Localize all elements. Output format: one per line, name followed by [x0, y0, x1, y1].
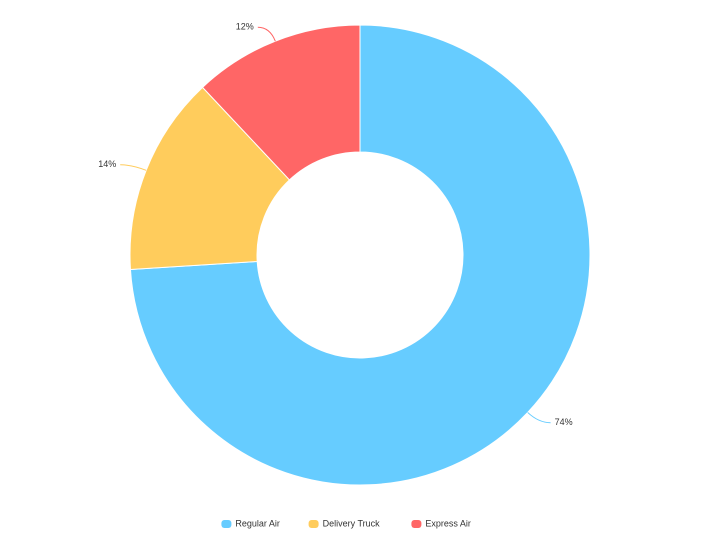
- legend-label: Express Air: [425, 518, 471, 528]
- legend-label: Delivery Truck: [323, 518, 381, 528]
- legend-swatch: [221, 520, 232, 528]
- leader-line: [527, 412, 551, 424]
- leader-line: [120, 164, 147, 171]
- legend-swatch: [411, 520, 422, 528]
- data-label: 74%: [555, 417, 573, 427]
- legend-swatch: [308, 520, 319, 528]
- leader-line: [257, 26, 276, 42]
- data-label: 14%: [98, 159, 116, 169]
- slice: [129, 24, 591, 486]
- slice: [201, 24, 361, 181]
- data-label: 12%: [236, 22, 254, 32]
- legend-label: Regular Air: [235, 518, 280, 528]
- slice: [129, 86, 291, 270]
